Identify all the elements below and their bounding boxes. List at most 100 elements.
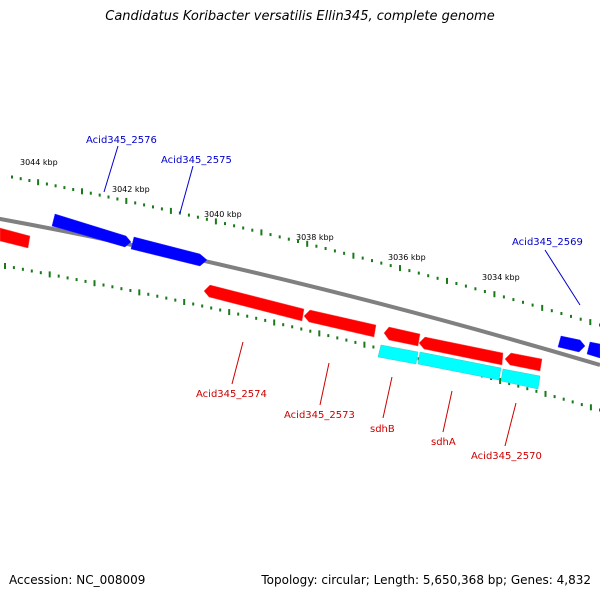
minor-tick [333,249,336,253]
gene-arrow-acid345-2576[interactable] [51,213,132,248]
gene-label-acid345-2575[interactable]: Acid345_2575 [161,155,232,166]
minor-tick [187,213,190,217]
minor-tick [224,222,226,226]
minor-tick [309,329,312,333]
minor-tick [474,287,477,291]
minor-tick [196,215,199,219]
minor-tick [324,247,327,250]
minor-tick [343,251,346,255]
major-tick [318,330,321,337]
label-line-sdhb [382,376,393,419]
minor-tick [269,233,272,237]
minor-tick [111,285,114,289]
gene-label-acid345-2570[interactable]: Acid345_2570 [471,451,542,462]
major-tick [273,319,276,326]
label-line-acid345-2576 [103,145,119,193]
minor-tick [389,264,392,268]
minor-tick [210,306,213,310]
minor-tick [562,397,565,401]
gene-arrow-left-edge[interactable] [0,227,31,249]
minor-tick [502,295,505,299]
major-tick [499,378,502,384]
gene-arrow-sdhb[interactable] [383,326,421,347]
minor-tick [427,274,430,278]
minor-tick [251,228,254,232]
gene-arrow-next[interactable] [586,341,600,359]
minor-tick [560,312,563,315]
cds-sdhb[interactable] [377,344,419,365]
minor-tick [517,384,520,388]
genome-backbone [0,216,600,367]
gene-label-acid345-2576[interactable]: Acid345_2576 [86,135,157,146]
cds-acid345-2570[interactable] [500,368,541,390]
minor-tick [354,340,357,344]
minor-tick [129,289,132,292]
gene-arrow-acid345-2569[interactable] [557,335,586,353]
major-tick [228,309,231,316]
gene-arrow-sdha[interactable] [418,336,504,366]
minor-tick [372,345,375,349]
minor-tick [345,338,348,342]
minor-tick [116,197,119,201]
minor-tick [526,387,529,391]
label-line-acid345-2570 [504,402,517,447]
gene-label-sdha[interactable]: sdhA [431,437,456,448]
minor-tick [553,395,556,399]
label-line-acid345-2569 [544,249,581,306]
minor-tick [107,195,110,199]
minor-tick [45,182,48,186]
gene-label-acid345-2569[interactable]: Acid345_2569 [512,237,583,248]
minor-tick [178,211,181,215]
cds-sdha[interactable] [417,351,502,381]
kbp-label: 3042 kbp [112,185,150,194]
minor-tick [287,237,290,241]
minor-tick [531,303,534,307]
minor-tick [174,298,177,302]
major-tick [493,291,496,298]
minor-tick [291,325,294,329]
gene-arrow-acid345-2575[interactable] [130,236,208,267]
minor-tick [147,292,150,296]
major-tick [138,289,141,296]
minor-tick [264,318,267,322]
kbp-label: 3040 kbp [204,210,242,219]
outer-tick-track [11,175,600,327]
gene-label-acid345-2573[interactable]: Acid345_2573 [284,410,355,421]
minor-tick [246,314,249,318]
minor-tick [522,300,524,304]
minor-tick [233,224,236,228]
minor-tick [54,184,57,188]
minor-tick [84,279,87,283]
minor-tick [66,276,69,280]
gene-arrow-acid345-2573[interactable] [303,309,377,338]
minor-tick [535,389,538,393]
kbp-label: 3044 kbp [20,158,58,167]
minor-tick [134,201,137,205]
minor-tick [361,256,364,260]
major-tick [544,390,547,397]
gene-label-acid345-2574[interactable]: Acid345_2574 [196,389,267,400]
gene-label-sdhb[interactable]: sdhB [370,424,395,435]
minor-tick [28,179,31,182]
major-tick [81,188,83,195]
minor-tick [282,323,285,327]
minor-tick [579,317,582,321]
minor-tick [39,271,42,275]
accession-text: Accession: NC_008009 [9,573,146,587]
major-tick [589,404,592,411]
major-tick [125,197,128,204]
minor-tick [550,309,553,313]
minor-tick [156,294,159,298]
minor-tick [143,203,146,207]
gene-arrow-acid345-2570[interactable] [504,352,543,372]
minor-tick [237,312,240,316]
minor-tick [297,240,299,243]
minor-tick [152,205,154,209]
minor-tick [408,269,411,273]
minor-tick [571,400,574,404]
minor-tick [21,267,24,271]
gene-arrow-acid345-2574[interactable] [203,284,305,322]
minor-tick [371,259,373,263]
